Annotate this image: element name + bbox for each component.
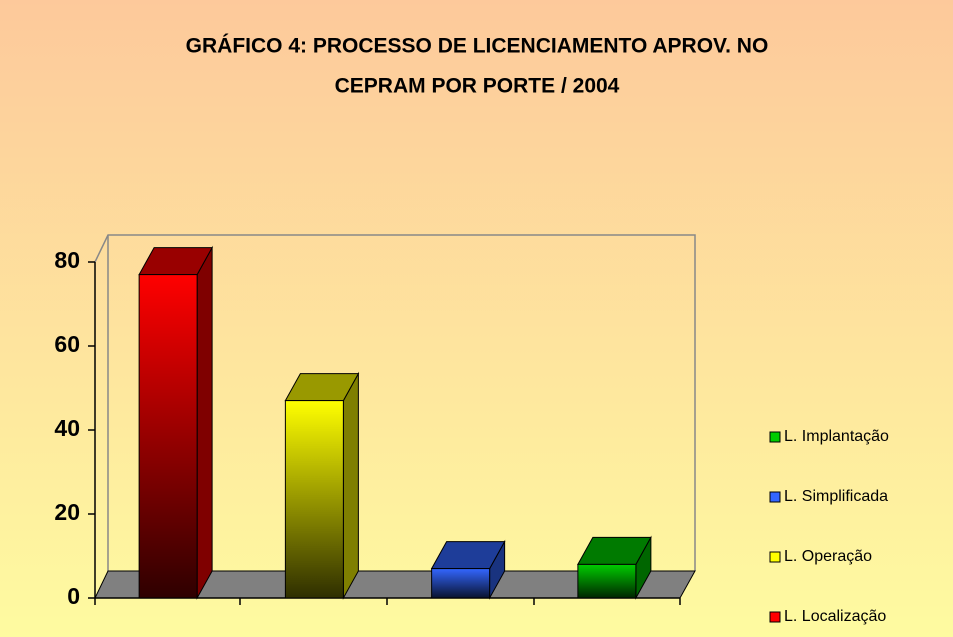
y-tick-label: 20	[54, 499, 80, 525]
bar-shade	[284, 400, 344, 599]
legend-label: L. Simplificada	[784, 488, 888, 505]
legend-label: L. Operação	[784, 548, 872, 565]
y-tick-label: 80	[54, 247, 80, 273]
back-wall	[94, 234, 696, 571]
legend-label: L. Implantação	[784, 428, 889, 445]
bar-top	[431, 541, 505, 569]
bar-side-shade	[196, 245, 213, 600]
legend-swatch	[769, 431, 781, 443]
bar-side-shade	[342, 371, 359, 600]
x-slot-ticks	[94, 598, 681, 605]
bar-shade	[138, 274, 198, 599]
chart-title: GRÁFICO 4: PROCESSO DE LICENCIAMENTO APR…	[186, 35, 769, 58]
bar-top	[285, 373, 359, 401]
y-tick-label: 40	[54, 415, 80, 441]
legend-swatch	[769, 611, 781, 623]
y-tick-label: 60	[54, 331, 80, 357]
bar-shade	[431, 568, 491, 599]
chart-subtitle: CEPRAM POR PORTE / 2004	[335, 75, 620, 98]
y-tick-label: 0	[67, 583, 80, 609]
legend-label: L. Localização	[784, 608, 886, 625]
legend-swatch	[769, 491, 781, 503]
bar-top	[577, 537, 651, 565]
legend-swatch	[769, 551, 781, 563]
bar-top	[139, 247, 213, 275]
bar-shade	[577, 563, 637, 599]
